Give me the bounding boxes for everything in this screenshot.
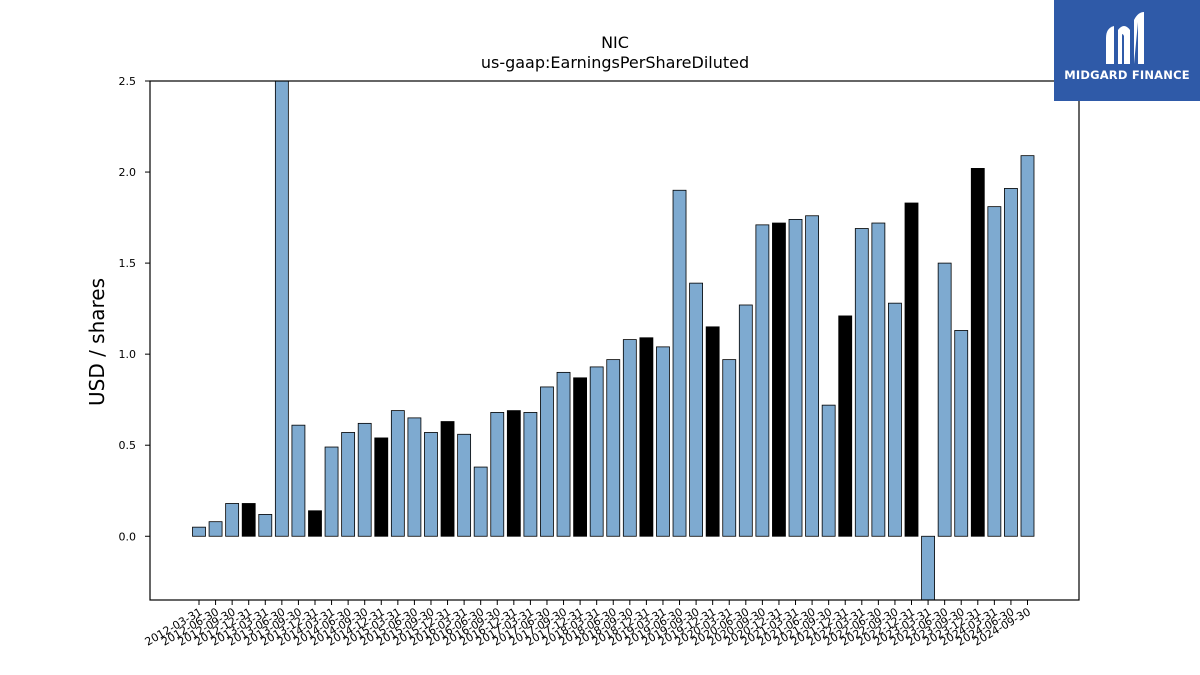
y-tick-label: 0.0 [119,530,137,543]
bar-2020-12-31 [772,222,786,537]
bar-2015-06-30 [407,417,422,537]
bar-2023-06-30 [937,262,952,537]
y-axis: 0.0 0.5 1.0 1.5 2.0 2.5 [119,75,150,543]
bar-2018-03-31 [589,366,604,537]
logo-text: MIDGARD FINANCE [1064,68,1190,82]
bar-2019-09-30 [689,282,703,537]
bar-2020-06-30 [738,304,753,537]
y-axis-label: USD / shares [85,278,109,406]
bar-2012-12-31 [241,503,256,537]
bar-2023-09-30 [954,330,969,537]
bar-2021-09-30 [821,404,836,537]
bar-2013-03-31 [258,514,273,537]
bar-2012-03-31 [192,526,206,537]
bar-2015-12-31 [440,421,455,537]
bar-2021-03-31 [788,218,803,537]
bar-2023-12-31 [970,168,985,537]
bar-2018-06-30 [606,359,621,537]
bar-2021-06-30 [805,215,819,537]
bar-2015-03-31 [390,410,405,537]
bar-2021-12-31 [838,315,853,537]
chart-title: NIC [601,33,629,52]
bar-2018-12-31 [639,337,654,537]
bar-2017-09-30 [556,371,571,537]
brand-logo: MIDGARD FINANCE [1054,0,1200,101]
bars-group [192,80,1035,601]
bar-2014-03-31 [324,446,339,537]
bar-2019-12-31 [705,326,720,537]
bar-2016-09-30 [490,412,505,537]
bar-2022-09-30 [888,302,902,537]
y-tick-label: 2.5 [119,75,137,88]
bar-2019-06-30 [672,189,687,537]
bar-2017-06-30 [540,386,554,537]
bar-2024-09-30 [1020,155,1035,537]
x-axis: 2012-03-312012-06-302012-09-302012-12-31… [143,600,1033,649]
bar-2012-06-30 [208,521,223,537]
bar-2022-12-31 [904,202,919,537]
bar-2016-12-31 [506,410,521,537]
bar-2016-06-30 [473,466,488,537]
bar-2017-12-31 [573,377,588,537]
bar-2014-09-30 [357,422,372,537]
y-tick-label: 0.5 [119,439,137,452]
bar-2017-03-31 [523,412,538,537]
y-tick-label: 1.0 [119,348,137,361]
bar-2022-03-31 [854,228,869,537]
y-tick-label: 2.0 [119,166,137,179]
logo-mark-icon [1106,12,1144,64]
bar-2024-03-31 [987,206,1002,537]
bar-2013-12-31 [308,510,322,537]
plot-frame [149,80,1080,601]
bar-2015-09-30 [424,432,438,537]
bar-2020-09-30 [755,224,770,537]
y-tick-label: 1.5 [119,257,137,270]
bar-2024-06-30 [1004,188,1018,537]
bar-2014-12-31 [374,437,389,537]
bar-2019-03-31 [656,346,670,537]
bar-2018-09-30 [622,339,637,537]
bar-2020-03-31 [722,359,737,537]
bar-2013-09-30 [291,424,306,537]
bar-2022-06-30 [871,222,886,537]
bar-2016-03-31 [457,433,472,537]
bar-2013-06-30 [274,80,289,537]
chart-subtitle: us-gaap:EarningsPerShareDiluted [481,53,749,72]
bar-2023-03-31 [921,535,935,601]
bar-2012-09-30 [225,503,240,537]
bar-2014-06-30 [341,432,356,537]
